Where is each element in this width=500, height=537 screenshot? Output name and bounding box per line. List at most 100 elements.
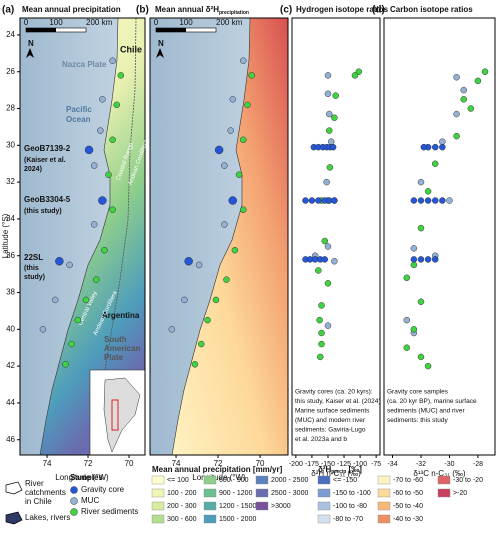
scale-label: 200 km [86, 18, 113, 27]
map-label: (Kaiser et al. [24, 157, 66, 164]
sample-point [55, 256, 64, 266]
legend-swatch [151, 514, 165, 524]
sample-point [98, 196, 107, 205]
legend-label: 300 - 600 [167, 516, 197, 523]
point [351, 72, 359, 79]
border [94, 18, 137, 455]
legend-label: <= -150 [333, 477, 357, 484]
legend-title: Mean annual precipitation [mm/yr] [152, 465, 283, 474]
point [324, 72, 332, 79]
y-axis-label: Latitude (°S) [1, 213, 10, 258]
y-tick-label: 38 [6, 288, 15, 297]
sample-point [240, 206, 247, 213]
map-label: study) [24, 274, 45, 281]
point [453, 132, 460, 140]
map-label: Nazca Plate [62, 60, 107, 69]
sample-point [235, 171, 243, 179]
point [410, 326, 418, 333]
point [431, 143, 439, 151]
legend-swatch [255, 488, 269, 498]
scale-label: 0 [154, 18, 159, 27]
point [316, 316, 323, 324]
frame-a [19, 17, 146, 456]
point [326, 110, 333, 118]
legend-swatch [377, 514, 391, 524]
legend-label: River sediments [81, 507, 138, 516]
map-label: Plate [104, 353, 124, 362]
sample-point [240, 136, 247, 144]
title-main: Mean annual δ²H [155, 5, 219, 14]
x-tick-label: -30 [444, 461, 454, 468]
y-tick-label: 40 [6, 324, 15, 333]
sample-point [198, 340, 205, 348]
legend-label: -50 to -40 [393, 503, 423, 510]
point [403, 316, 411, 324]
panel-label: (a) [2, 5, 14, 16]
point [460, 96, 467, 103]
legend-label: 2000 - 2500 [271, 477, 308, 484]
point [403, 274, 411, 282]
sample-point [90, 162, 98, 169]
point [332, 92, 339, 99]
point [317, 353, 324, 361]
legend-swatch [151, 488, 165, 498]
sample-point [51, 296, 59, 304]
legend-swatch [437, 475, 451, 485]
legend-label: 600 - 900 [219, 477, 249, 484]
legend-swatch [317, 475, 331, 485]
land [39, 18, 145, 455]
point [318, 302, 325, 309]
note: Gravity core samples [387, 389, 449, 396]
point [417, 298, 425, 305]
legend-label: >-20 [453, 490, 467, 497]
point [315, 197, 322, 204]
sample-point [184, 256, 193, 266]
x-axis-label: Longitude (°W) [192, 473, 246, 482]
x-tick-label: -28 [473, 461, 483, 468]
y-tick-label: 32 [6, 177, 15, 186]
map-label: 2024) [24, 166, 42, 173]
x-tick-label: -32 [416, 461, 426, 468]
point [410, 256, 418, 263]
point [460, 86, 467, 94]
point [431, 197, 439, 204]
map-label: Chile [120, 44, 142, 54]
map-label: Argentina [102, 311, 140, 320]
map-b [150, 18, 288, 455]
point [417, 256, 425, 263]
map-labels: Chile Nazca Plate Pacific Ocean GeoB7139… [24, 44, 150, 362]
panel-title: Hydrogen isotope ratios [296, 5, 389, 14]
x-tick-label: -75 [371, 461, 381, 468]
legend-swatch [317, 501, 331, 511]
scale-label: 200 km [216, 18, 243, 27]
map-label: 22SL [24, 253, 43, 262]
legend-swatch [203, 501, 217, 511]
sample-point [109, 57, 116, 64]
legend-label: <= 100 [167, 477, 189, 484]
sample-point [214, 145, 224, 155]
legend-swatch [151, 501, 165, 511]
legend-swatch [437, 488, 451, 498]
legend-label: catchments [25, 488, 66, 497]
x-tick-label: -150 [321, 461, 335, 468]
point [424, 188, 432, 195]
legend-label: -60 to -50 [393, 490, 423, 497]
point [467, 105, 475, 112]
x-tick-label: -125 [337, 461, 351, 468]
panel-title: Mean annual δ²Hprecipitation [155, 5, 249, 16]
legend-label: -80 to -70 [333, 516, 363, 523]
legend-swatch [377, 475, 391, 485]
y-tick-label: 46 [6, 435, 15, 444]
point [453, 110, 460, 118]
legend-label: 2500 - 3000 [271, 490, 308, 497]
panel-title: Mean annual precipitation [22, 5, 121, 14]
sample-point [229, 96, 237, 103]
sample-point [92, 276, 100, 283]
legend-symbol [70, 497, 78, 505]
map-label: (this [24, 265, 39, 272]
note: (ca. 20 kyr BP), marine surface [387, 398, 477, 405]
legend-swatch [203, 514, 217, 524]
note: sediments (MUC) and river [387, 408, 465, 415]
sample-point [90, 221, 98, 228]
point [324, 280, 332, 287]
